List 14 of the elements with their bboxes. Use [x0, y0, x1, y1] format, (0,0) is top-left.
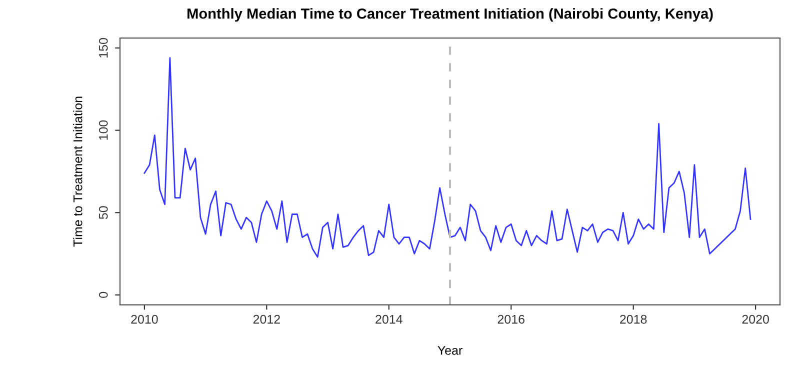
x-axis-title: Year — [438, 346, 462, 355]
chart-title: Monthly Median Time to Cancer Treatment Initiation (Nairobi County, Kenya) — [188, 8, 713, 22]
y-tick-label: 150 — [98, 38, 108, 58]
x-tick-label: 2018 — [620, 314, 647, 324]
x-tick-label: 2020 — [742, 314, 769, 324]
x-tick-label: 2010 — [131, 314, 158, 324]
y-tick-label: 0 — [98, 292, 108, 298]
y-tick-label: 50 — [98, 206, 108, 220]
y-axis-title: Time to Treatment Initiation — [73, 96, 82, 247]
x-tick-label: 2012 — [253, 314, 280, 324]
line-series — [144, 57, 752, 258]
y-tick-label: 100 — [98, 120, 108, 140]
x-tick-label: 2014 — [376, 314, 402, 324]
x-tick-label: 2016 — [498, 314, 524, 324]
